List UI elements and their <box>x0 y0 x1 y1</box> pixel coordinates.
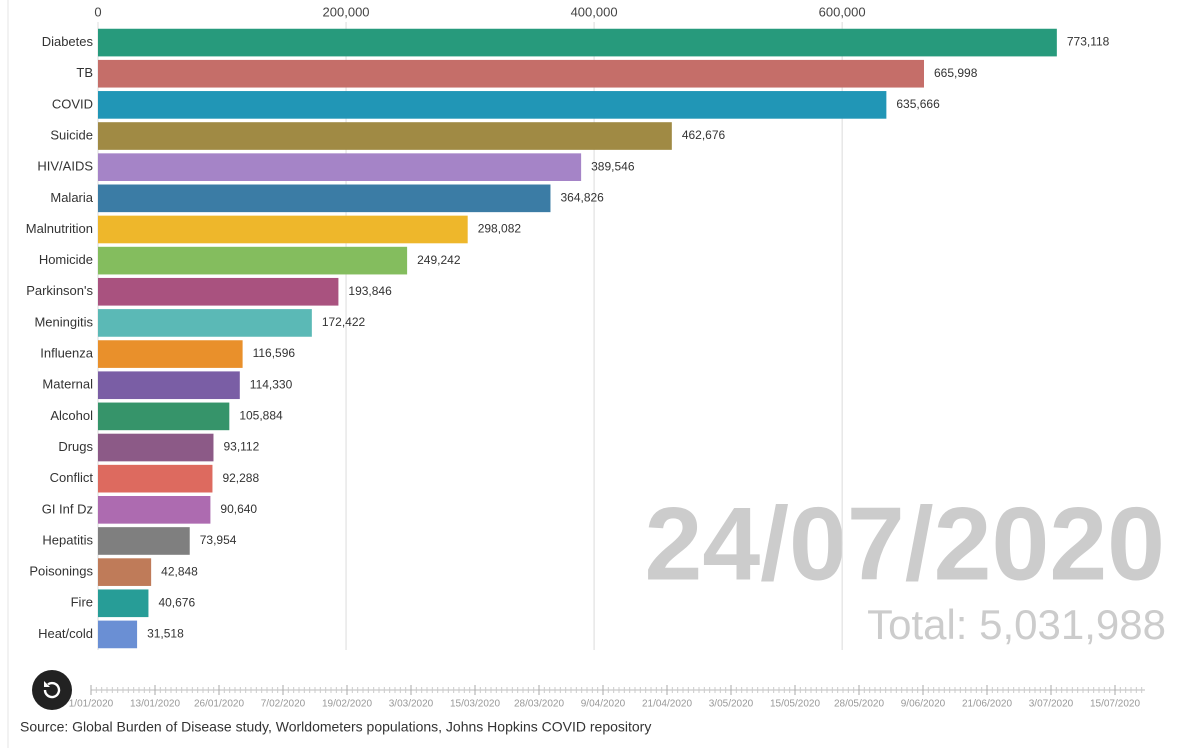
category-label: Malaria <box>50 190 93 205</box>
category-label: Alcohol <box>50 408 93 423</box>
value-label: 105,884 <box>239 409 283 423</box>
timeline-label: 26/01/2020 <box>194 699 244 710</box>
timeline-label: 21/06/2020 <box>962 699 1012 710</box>
category-label: Parkinson's <box>26 283 93 298</box>
bar <box>98 433 214 462</box>
value-label: 635,666 <box>896 97 940 111</box>
value-label: 773,118 <box>1067 35 1110 49</box>
timeline-label: 13/01/2020 <box>130 699 180 710</box>
x-tick-label: 200,000 <box>323 4 370 19</box>
value-label: 389,546 <box>591 159 635 173</box>
total-label: Total: 5,031,988 <box>867 601 1166 648</box>
replay-circle[interactable] <box>32 670 72 710</box>
category-label: Hepatitis <box>42 532 93 547</box>
category-label: Poisonings <box>29 564 93 579</box>
bar <box>98 28 1057 57</box>
value-label: 31,518 <box>147 627 184 641</box>
value-label: 665,998 <box>934 66 978 80</box>
bar <box>98 246 408 275</box>
timeline-label: 3/05/2020 <box>709 699 754 710</box>
value-label: 172,422 <box>322 315 366 329</box>
value-label: 73,954 <box>200 533 237 547</box>
timeline-label: 3/03/2020 <box>389 699 434 710</box>
bar <box>98 558 152 586</box>
category-label: GI Inf Dz <box>42 501 93 516</box>
x-tick-label: 600,000 <box>819 4 866 19</box>
replay-icon <box>43 681 61 699</box>
category-label: Drugs <box>58 439 93 454</box>
bar <box>98 496 211 524</box>
timeline-label: 19/02/2020 <box>322 699 372 710</box>
timeline-label: 28/05/2020 <box>834 699 884 710</box>
category-label: TB <box>76 65 93 80</box>
category-label: Heat/cold <box>38 626 93 641</box>
category-label: Influenza <box>40 346 94 361</box>
bar <box>98 402 230 431</box>
value-label: 40,676 <box>158 595 195 609</box>
plot: 0 200,000 400,000 600,000 Diabetes 773,118 TB 6… <box>26 4 1145 710</box>
date-label: 24/07/2020 <box>644 486 1165 602</box>
bar <box>98 309 312 337</box>
value-label: 90,640 <box>220 502 257 516</box>
timeline-label: 15/03/2020 <box>450 699 500 710</box>
category-label: Fire <box>71 595 93 610</box>
bar <box>98 620 138 649</box>
x-tick-label: 0 <box>94 4 101 19</box>
timeline-label: 3/07/2020 <box>1029 699 1074 710</box>
value-label: 249,242 <box>417 253 461 267</box>
timeline-label: 1/01/2020 <box>69 699 114 710</box>
value-label: 298,082 <box>478 222 522 236</box>
category-label: Meningitis <box>34 314 93 329</box>
timeline-label: 9/06/2020 <box>901 699 946 710</box>
timeline-label: 28/03/2020 <box>514 699 564 710</box>
value-label: 93,112 <box>223 440 259 454</box>
category-label: Malnutrition <box>26 221 93 236</box>
bar <box>98 153 582 181</box>
bar <box>98 215 468 244</box>
x-tick-label: 400,000 <box>571 4 618 19</box>
category-label: Homicide <box>39 252 93 267</box>
timeline-label: 7/02/2020 <box>261 699 306 710</box>
bar <box>98 184 551 213</box>
value-label: 116,596 <box>253 346 296 360</box>
replay-arrow <box>44 681 50 687</box>
value-label: 42,848 <box>161 564 198 578</box>
bar <box>98 371 240 400</box>
bar <box>98 91 887 119</box>
value-label: 114,330 <box>250 377 293 391</box>
value-label: 364,826 <box>560 190 604 204</box>
category-label: Maternal <box>42 377 93 392</box>
source-note: Source: Global Burden of Disease study, … <box>20 719 651 735</box>
bar <box>98 277 339 306</box>
bar <box>98 340 243 368</box>
bar <box>98 464 213 493</box>
bar <box>98 59 924 88</box>
category-label: Diabetes <box>42 34 94 49</box>
timeline-label: 9/04/2020 <box>581 699 626 710</box>
bar <box>98 122 672 150</box>
category-label: Conflict <box>50 470 94 485</box>
bar <box>98 527 190 555</box>
timeline-label: 15/07/2020 <box>1090 699 1140 710</box>
value-label: 92,288 <box>222 471 259 485</box>
category-label: Suicide <box>50 127 93 142</box>
value-label: 462,676 <box>682 128 726 142</box>
timeline-label: 21/04/2020 <box>642 699 692 710</box>
bar <box>98 589 149 618</box>
timeline-label: 15/05/2020 <box>770 699 820 710</box>
category-label: HIV/AIDS <box>37 159 93 174</box>
value-label: 193,846 <box>348 284 392 298</box>
category-label: COVID <box>52 96 93 111</box>
replay-button[interactable] <box>32 670 72 710</box>
